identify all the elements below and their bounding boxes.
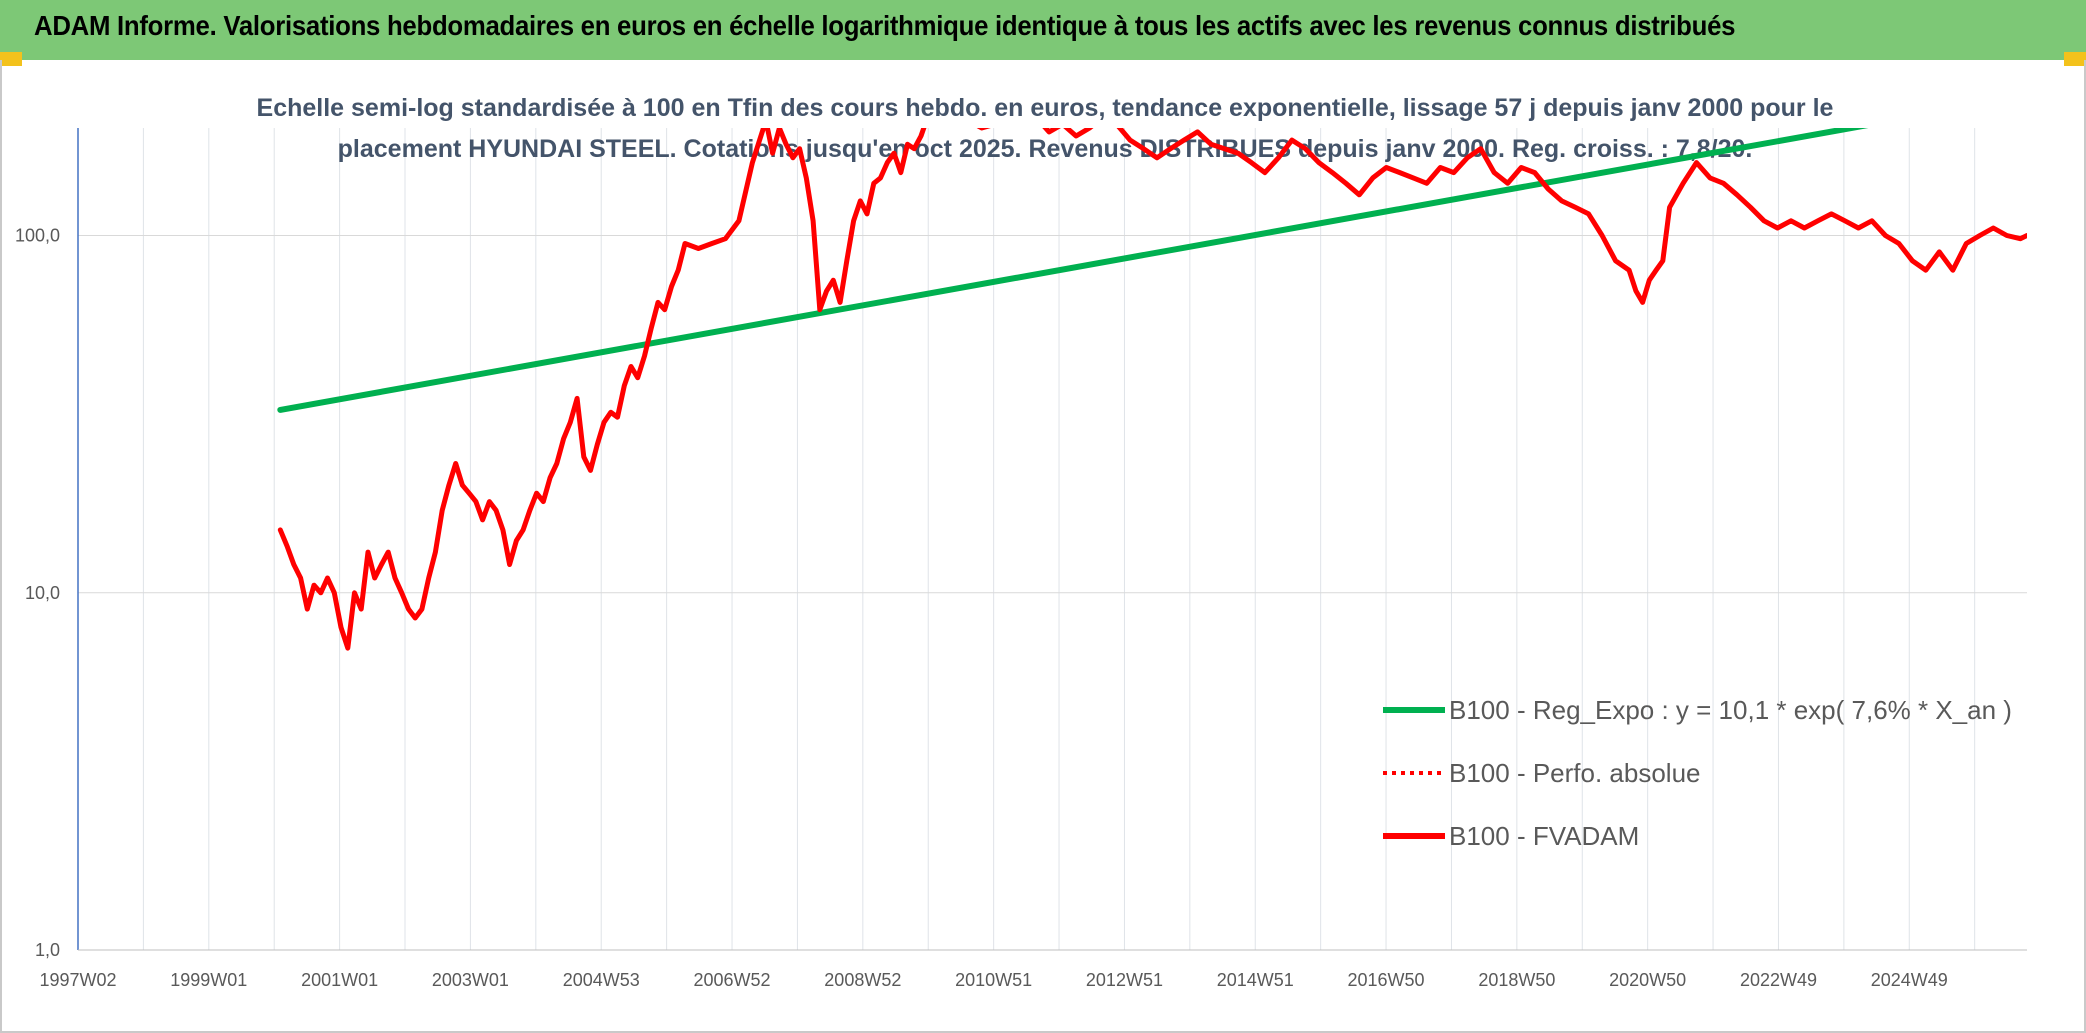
axes: 1,0 10,0 100,0 1997W02 1999W01 2001W01 2003W01… <box>15 128 2027 990</box>
chart-frame <box>0 60 2086 1033</box>
x-tick-label: 2008W52 <box>824 970 901 990</box>
legend-label: B100 - FVADAM <box>1449 821 1639 851</box>
y-tick-label: 1,0 <box>35 940 60 960</box>
title-banner: ADAM Informe. Valorisations hebdomadaire… <box>0 0 2086 60</box>
corner-accent-right <box>2064 52 2086 66</box>
fvadam-line <box>277 128 2027 651</box>
legend-label: B100 - Reg_Expo : y = 10,1 * exp( 7,6% *… <box>1449 695 2012 725</box>
regression-line <box>277 128 1869 413</box>
corner-accent-left <box>0 52 22 66</box>
series-group <box>277 128 2027 651</box>
x-tick-label: 2010W51 <box>955 970 1032 990</box>
chart-subtitle-line-1: Echelle semi-log standardisée à 100 en T… <box>257 94 1834 122</box>
x-tick-label: 1999W01 <box>170 970 247 990</box>
y-tick-label: 10,0 <box>25 583 60 603</box>
legend: B100 - Reg_Expo : y = 10,1 * exp( 7,6% *… <box>1383 695 2012 851</box>
x-tick-label: 2014W51 <box>1217 970 1294 990</box>
page-title: ADAM Informe. Valorisations hebdomadaire… <box>34 10 1736 41</box>
x-tick-label: 2024W49 <box>1871 970 1948 990</box>
x-tick-label: 2012W51 <box>1086 970 1163 990</box>
x-tick-label: 2006W52 <box>693 970 770 990</box>
x-tick-label: 1997W02 <box>39 970 116 990</box>
x-tick-label: 2020W50 <box>1609 970 1686 990</box>
grid-lines <box>77 128 2027 951</box>
legend-label: B100 - Perfo. absolue <box>1449 758 1701 788</box>
x-tick-label: 2018W50 <box>1478 970 1555 990</box>
x-tick-label: 2004W53 <box>563 970 640 990</box>
x-tick-label: 2003W01 <box>432 970 509 990</box>
chart-subtitle-line-2: placement HYUNDAI STEEL. Cotations jusqu… <box>338 135 1753 163</box>
y-tick-label: 100,0 <box>15 226 60 246</box>
x-tick-label: 2001W01 <box>301 970 378 990</box>
x-tick-label: 2022W49 <box>1740 970 1817 990</box>
x-tick-label: 2016W50 <box>1348 970 1425 990</box>
